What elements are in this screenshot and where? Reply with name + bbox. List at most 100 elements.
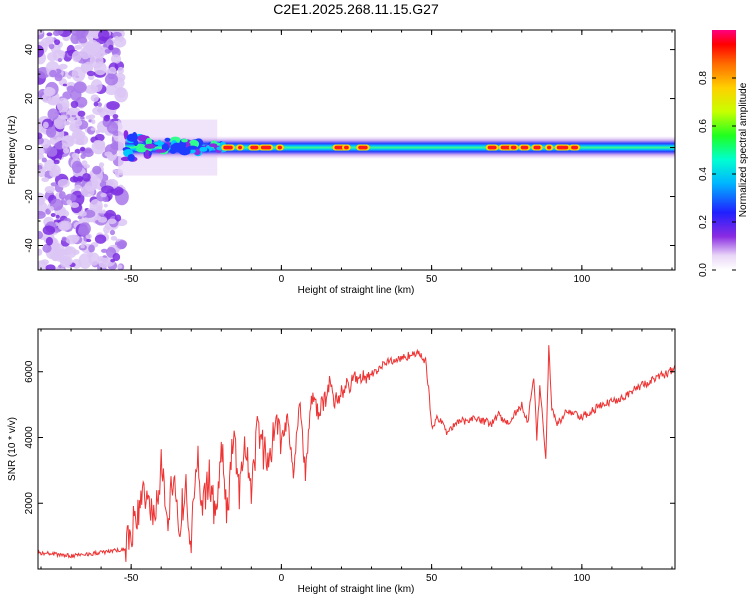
noise-speckle [38, 248, 43, 256]
x-tick-label: 100 [574, 573, 591, 584]
noise-speckle [111, 110, 117, 115]
noise-speckle [57, 178, 70, 188]
amplitude-core [260, 145, 272, 150]
snr-x-label: Height of straight line (km) [298, 584, 415, 595]
amplitude-core [277, 145, 282, 150]
noise-speckle [101, 185, 114, 194]
noise-speckle [41, 157, 47, 163]
noise-speckle [38, 230, 44, 240]
noise-speckle [116, 87, 127, 99]
noise-speckle [63, 256, 73, 266]
noise-speckle [80, 244, 85, 249]
noise-speckle [105, 114, 111, 119]
noise-speckle [93, 101, 99, 107]
noise-speckle [110, 54, 122, 64]
colorbar-tick-label: 0.8 [698, 71, 709, 85]
noise-speckle [45, 126, 57, 138]
noise-speckle [76, 194, 81, 198]
y-tick-label: 6000 [24, 360, 35, 383]
noise-speckle [47, 108, 59, 121]
noise-speckle [54, 39, 61, 46]
noise-speckle [94, 215, 102, 221]
noise-speckle [38, 147, 45, 155]
noise-speckle [38, 45, 45, 58]
amplitude-core [547, 145, 552, 150]
noise-speckle [47, 52, 57, 62]
noise-speckle [85, 115, 92, 120]
amplitude-core [487, 145, 497, 150]
noise-speckle [45, 208, 51, 215]
noise-speckle [84, 147, 93, 154]
noise-speckle [38, 210, 46, 220]
band-blob [164, 137, 171, 142]
noise-speckle [75, 96, 88, 108]
noise-speckle [54, 73, 63, 82]
main-band [125, 136, 675, 159]
colorbar: 0.0 0.2 0.4 0.6 0.8 Normalized spectral ampl… [698, 30, 749, 277]
noise-speckle [88, 244, 95, 253]
noise-speckle [71, 114, 77, 118]
noise-speckle [55, 214, 60, 219]
noise-speckle [83, 164, 91, 169]
noise-speckle [38, 168, 46, 178]
noise-speckle [55, 30, 64, 35]
noise-speckle [53, 248, 68, 260]
noise-speckle [59, 221, 70, 231]
noise-speckle [42, 243, 52, 253]
noise-speckle [61, 135, 74, 148]
noise-speckle [106, 101, 120, 110]
band-blob [133, 139, 139, 146]
band-blob [208, 143, 218, 148]
band-blob [181, 138, 188, 143]
noise-speckle [82, 173, 91, 182]
noise-speckle [58, 191, 66, 200]
colorbar-tick-label: 0.0 [698, 263, 709, 277]
noise-speckle [98, 30, 110, 42]
noise-speckle [62, 83, 67, 87]
noise-speckle [112, 114, 119, 119]
amplitude-core [344, 145, 349, 150]
y-tick-label: 40 [24, 44, 35, 56]
noise-speckle [76, 134, 89, 146]
band-blob [155, 149, 167, 153]
x-tick-label: -50 [124, 274, 139, 285]
noise-speckle [63, 120, 71, 126]
band-blob [169, 147, 177, 154]
noise-speckle [56, 97, 70, 113]
noise-speckle [80, 47, 91, 60]
noise-speckle [46, 32, 53, 37]
noise-speckle [108, 66, 117, 75]
figure-title: C2E1.2025.268.11.15.G27 [273, 1, 439, 17]
noise-speckle [43, 87, 56, 97]
snr-y-ticks: 2000 4000 6000 [24, 360, 675, 514]
noise-speckle [96, 205, 103, 213]
noise-speckle [66, 199, 72, 206]
amplitude-core [223, 145, 233, 150]
spectrogram-y-label: Frequency (Hz) [7, 116, 18, 185]
noise-speckle [117, 66, 124, 75]
noise-speckle [109, 229, 116, 236]
amplitude-core [250, 145, 259, 150]
amplitude-core [533, 145, 541, 150]
noise-speckle [49, 206, 55, 212]
noise-speckle [112, 31, 122, 38]
noise-speckle [64, 193, 77, 202]
noise-speckle [118, 36, 124, 43]
noise-speckle [42, 225, 56, 236]
amplitude-core [556, 145, 569, 150]
noise-speckle [79, 146, 86, 152]
noise-speckle [90, 94, 99, 102]
noise-speckle [107, 218, 117, 225]
noise-speckle [73, 81, 87, 94]
noise-speckle [108, 44, 114, 51]
noise-speckle [48, 43, 55, 50]
noise-speckle [71, 50, 82, 63]
noise-speckle [38, 195, 43, 201]
snr-frame [37, 328, 676, 570]
noise-speckle [90, 85, 99, 92]
noise-speckle [80, 116, 85, 120]
noise-speckle [91, 119, 96, 125]
colorbar-tick-label: 0.4 [698, 167, 709, 181]
band-blob [161, 143, 170, 152]
